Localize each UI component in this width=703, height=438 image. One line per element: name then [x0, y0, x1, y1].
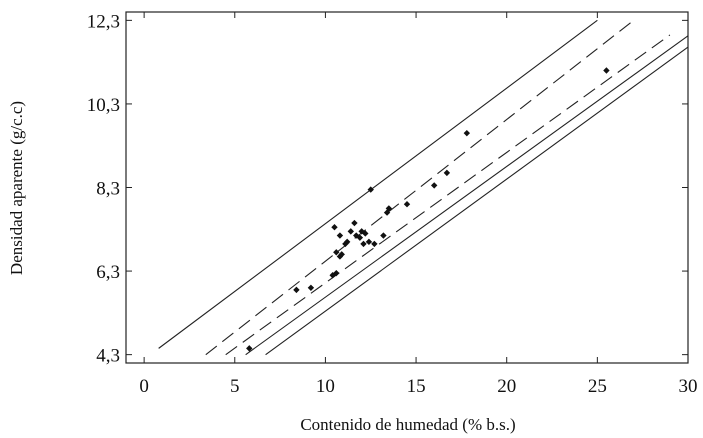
data-point	[360, 240, 367, 248]
x-tick-label: 10	[316, 376, 335, 397]
data-point	[380, 232, 387, 239]
data-point	[347, 228, 354, 235]
data-point	[246, 345, 253, 352]
data-point	[371, 240, 378, 248]
data-point	[343, 238, 351, 246]
x-tick-label: 5	[230, 376, 240, 397]
data-point	[336, 232, 344, 239]
data-point	[333, 249, 340, 256]
data-point	[367, 186, 374, 193]
data-point	[443, 169, 451, 177]
data-point	[463, 129, 471, 137]
x-tick-label: 15	[407, 376, 426, 397]
x-axis-title: Contenido de humedad (% b.s.)	[300, 415, 515, 434]
data-point	[293, 286, 300, 294]
prediction-band-upper	[158, 19, 598, 349]
y-axis-title: Densidad aparente (g/c.c)	[7, 101, 26, 275]
regression-lines	[158, 19, 689, 356]
data-point	[362, 230, 369, 237]
x-tick-label: 20	[497, 376, 516, 397]
y-tick-label: 4,3	[96, 346, 120, 367]
data-point	[385, 205, 393, 212]
data-point	[403, 201, 411, 208]
y-tick-label: 6,3	[96, 262, 120, 283]
regression-fit-line	[245, 35, 689, 356]
data-point	[603, 67, 610, 74]
data-point	[307, 284, 315, 291]
data-point	[351, 219, 358, 227]
data-point	[365, 238, 373, 246]
data-point	[338, 251, 345, 258]
x-tick-label: 30	[679, 376, 698, 397]
y-tick-label: 10,3	[87, 95, 120, 116]
data-point	[333, 269, 340, 277]
y-axis-ticks: 4,3 6,3 8,3 10,3 12,3	[87, 11, 688, 367]
data-point	[356, 234, 364, 241]
x-tick-label: 25	[588, 376, 607, 397]
confidence-band-upper	[205, 19, 634, 356]
x-axis-ticks: 0 5 10 15 20 25 30	[139, 12, 698, 397]
y-tick-label: 12,3	[87, 11, 120, 32]
data-point	[331, 223, 338, 231]
prediction-band-lower	[265, 46, 689, 356]
data-points	[246, 67, 610, 352]
confidence-band-lower	[225, 34, 671, 356]
data-point	[430, 182, 438, 189]
y-tick-label: 8,3	[96, 179, 120, 200]
x-tick-label: 0	[139, 376, 149, 397]
